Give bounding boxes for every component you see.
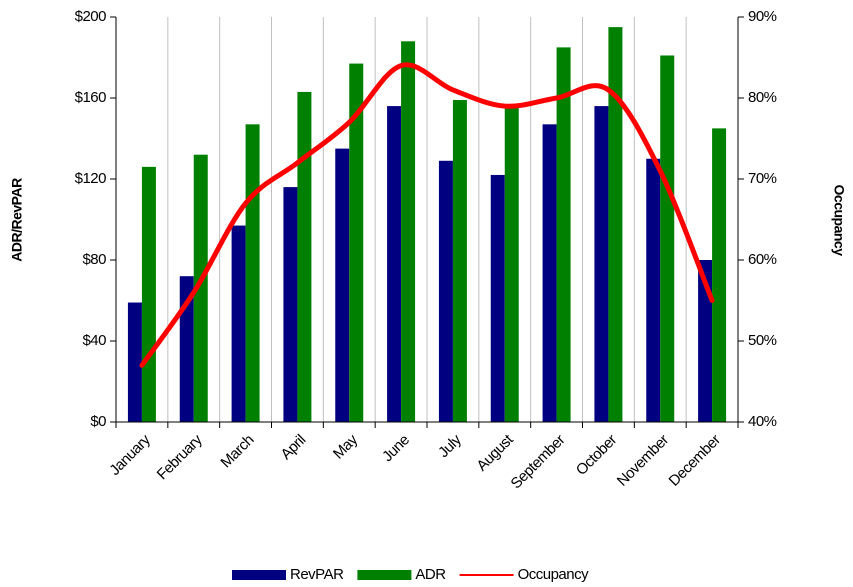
bar <box>712 128 727 422</box>
legend-label: Occupancy <box>518 566 590 583</box>
x-tick-label: May <box>330 431 362 463</box>
x-tick-label: October <box>573 431 621 479</box>
y2-tick-label: 50% <box>748 332 777 349</box>
legend-swatch <box>232 570 286 580</box>
y2-axis-title: Occupancy <box>831 185 847 257</box>
x-tick-label: March <box>217 432 257 472</box>
y-tick-label: $160 <box>75 89 107 106</box>
bar <box>594 106 609 422</box>
bar <box>193 154 208 422</box>
bar <box>504 108 519 422</box>
y-tick-label: $120 <box>75 170 107 187</box>
y2-tick-label: 80% <box>748 89 777 106</box>
y-axis-title: ADR/RevPAR <box>9 178 25 262</box>
bar <box>452 100 467 423</box>
bar <box>646 158 661 422</box>
x-tick-label: June <box>379 432 413 466</box>
y-tick-label: $200 <box>75 8 107 25</box>
bar <box>179 276 194 422</box>
bar <box>387 106 402 422</box>
y-tick-label: $0 <box>90 413 106 430</box>
bar <box>245 124 260 422</box>
bar <box>141 166 156 422</box>
x-tick-label: December <box>666 431 724 489</box>
y2-tick-label: 90% <box>748 8 777 25</box>
bar <box>297 91 312 423</box>
bar <box>335 148 350 422</box>
y2-tick-label: 40% <box>748 413 777 430</box>
x-tick-label: January <box>106 431 154 479</box>
legend-label: RevPAR <box>290 566 344 583</box>
bar <box>542 124 557 422</box>
bar <box>556 47 571 422</box>
x-tick-label: November <box>614 431 672 489</box>
bar <box>438 160 453 422</box>
bar <box>490 174 505 422</box>
y-tick-label: $40 <box>82 332 106 349</box>
bar <box>283 187 298 422</box>
bar <box>698 260 713 422</box>
x-tick-label: February <box>154 431 206 483</box>
y2-tick-label: 70% <box>748 170 777 187</box>
legend-swatch <box>357 570 412 580</box>
x-tick-label: September <box>507 431 568 492</box>
bar <box>231 225 246 422</box>
y-tick-label: $80 <box>82 251 106 268</box>
bar <box>127 302 142 422</box>
bar <box>608 27 623 422</box>
x-tick-label: April <box>278 432 310 464</box>
bar <box>349 63 364 422</box>
y2-tick-label: 60% <box>748 251 777 268</box>
x-tick-label: August <box>473 431 517 475</box>
line <box>139 62 715 368</box>
x-tick-label: July <box>435 431 465 461</box>
legend-label: ADR <box>415 566 446 583</box>
bar <box>660 55 675 422</box>
bar <box>401 41 416 423</box>
